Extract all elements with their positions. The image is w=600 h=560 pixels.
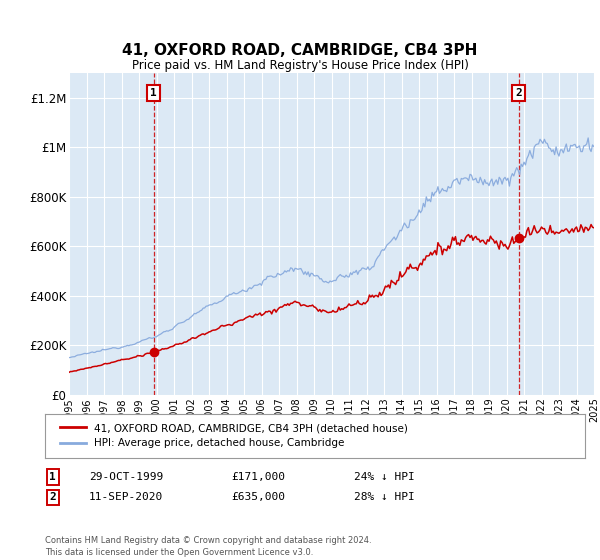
Text: 28% ↓ HPI: 28% ↓ HPI <box>354 492 415 502</box>
Text: 24% ↓ HPI: 24% ↓ HPI <box>354 472 415 482</box>
Text: 29-OCT-1999: 29-OCT-1999 <box>89 472 163 482</box>
Legend: 41, OXFORD ROAD, CAMBRIDGE, CB4 3PH (detached house), HPI: Average price, detach: 41, OXFORD ROAD, CAMBRIDGE, CB4 3PH (det… <box>56 419 412 452</box>
Text: 1: 1 <box>49 472 56 482</box>
Text: Price paid vs. HM Land Registry's House Price Index (HPI): Price paid vs. HM Land Registry's House … <box>131 59 469 72</box>
Text: 1: 1 <box>150 87 157 97</box>
Text: Contains HM Land Registry data © Crown copyright and database right 2024.
This d: Contains HM Land Registry data © Crown c… <box>45 536 371 557</box>
Text: 2: 2 <box>49 492 56 502</box>
Text: 11-SEP-2020: 11-SEP-2020 <box>89 492 163 502</box>
Text: 41, OXFORD ROAD, CAMBRIDGE, CB4 3PH: 41, OXFORD ROAD, CAMBRIDGE, CB4 3PH <box>122 43 478 58</box>
Text: 2: 2 <box>515 87 522 97</box>
Text: £635,000: £635,000 <box>231 492 285 502</box>
Text: £171,000: £171,000 <box>231 472 285 482</box>
